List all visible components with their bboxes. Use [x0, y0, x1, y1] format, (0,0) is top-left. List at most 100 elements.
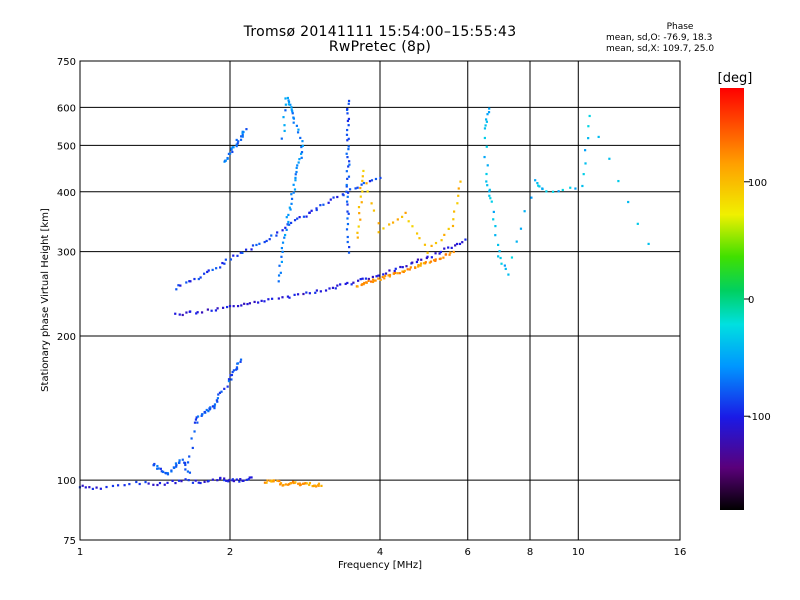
echo-point — [370, 202, 373, 205]
echo-point — [296, 293, 300, 296]
echo-point — [383, 277, 386, 280]
echo-point — [196, 311, 199, 314]
echo-point — [362, 169, 365, 173]
echo-point — [359, 186, 362, 190]
echo-point — [636, 222, 639, 225]
echo-point — [174, 312, 177, 315]
echo-point — [178, 459, 181, 462]
echo-point — [447, 227, 450, 231]
echo-point — [193, 421, 197, 424]
echo-point — [281, 250, 284, 253]
echo-point — [279, 483, 282, 486]
echo-point — [284, 483, 287, 486]
echo-point — [345, 170, 348, 173]
echo-point — [280, 255, 283, 258]
colorbar-tick-label: -100 — [748, 412, 771, 423]
echo-point — [392, 272, 395, 275]
echo-point — [396, 272, 399, 275]
echo-point — [193, 430, 196, 433]
echo-point — [263, 300, 266, 303]
echo-point — [488, 194, 491, 197]
echo-point — [298, 216, 301, 219]
echo-point — [345, 228, 349, 231]
echo-point — [451, 224, 455, 228]
echo-point — [458, 242, 462, 246]
echo-point — [430, 244, 433, 248]
echo-point — [583, 149, 587, 152]
x-tick-label: 4 — [377, 547, 383, 558]
echo-point — [211, 405, 215, 408]
echo-point — [175, 288, 178, 291]
echo-point — [245, 128, 248, 131]
echo-point — [189, 310, 192, 313]
echo-point — [336, 284, 339, 287]
echo-point — [230, 373, 234, 377]
echo-point — [81, 484, 84, 487]
echo-point — [487, 111, 491, 114]
echo-point — [452, 250, 455, 254]
echo-point — [284, 97, 287, 100]
echo-point — [177, 284, 180, 287]
echo-point — [270, 234, 273, 237]
echo-point — [287, 223, 290, 226]
echo-point — [394, 267, 397, 270]
echo-point — [284, 226, 287, 229]
echo-point — [105, 485, 108, 489]
echo-point — [286, 295, 290, 298]
echo-point — [541, 187, 544, 191]
echo-point — [294, 173, 297, 176]
echo-point — [582, 173, 585, 176]
echo-point — [291, 480, 295, 483]
echo-point — [523, 210, 526, 213]
echo-point — [166, 473, 170, 476]
echo-point — [178, 313, 181, 316]
echo-point — [346, 119, 350, 123]
echo-point — [537, 184, 540, 187]
echo-point — [492, 218, 495, 221]
echo-point — [207, 410, 210, 413]
echo-point — [439, 257, 442, 260]
echo-point — [498, 250, 501, 253]
echo-point — [456, 202, 459, 205]
echo-point — [166, 481, 169, 484]
echo-point — [242, 130, 245, 134]
echo-point — [297, 161, 300, 164]
echo-point — [483, 155, 486, 159]
echo-point — [483, 136, 486, 140]
echo-point — [276, 231, 279, 234]
echo-point — [360, 183, 363, 186]
echo-point — [221, 261, 224, 265]
echo-point — [221, 306, 225, 309]
echo-point — [373, 279, 376, 282]
echo-point — [494, 225, 497, 228]
echo-point — [422, 262, 426, 265]
echo-point — [277, 297, 280, 300]
echo-point — [507, 273, 510, 276]
echo-point — [406, 268, 409, 271]
echo-point — [91, 487, 94, 490]
echo-point — [300, 152, 303, 155]
echo-point — [459, 180, 462, 183]
echo-point — [207, 269, 210, 272]
echo-point — [411, 261, 414, 264]
echo-point — [348, 163, 351, 166]
echo-point — [346, 191, 350, 194]
colorbar-tick-label: 100 — [748, 178, 767, 189]
echo-point — [235, 367, 239, 370]
echo-point — [268, 479, 272, 482]
echo-point — [215, 399, 218, 402]
echo-point — [426, 251, 429, 254]
echo-point — [485, 120, 488, 123]
echo-point — [260, 299, 263, 302]
echo-point — [288, 483, 291, 486]
x-axis-label: Frequency [MHz] — [338, 560, 422, 571]
echo-point — [372, 209, 376, 212]
echo-point — [484, 124, 487, 127]
echo-point — [346, 281, 349, 285]
echo-point — [174, 462, 178, 465]
echo-point — [227, 378, 231, 381]
echo-point — [268, 238, 271, 241]
echo-point — [213, 403, 217, 406]
echo-point — [298, 482, 301, 485]
echo-point — [315, 208, 318, 212]
